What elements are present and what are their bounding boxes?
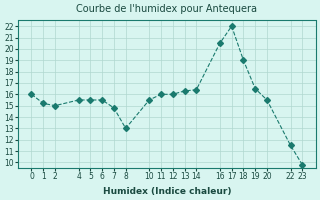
X-axis label: Humidex (Indice chaleur): Humidex (Indice chaleur) xyxy=(103,187,231,196)
Title: Courbe de l'humidex pour Antequera: Courbe de l'humidex pour Antequera xyxy=(76,4,257,14)
